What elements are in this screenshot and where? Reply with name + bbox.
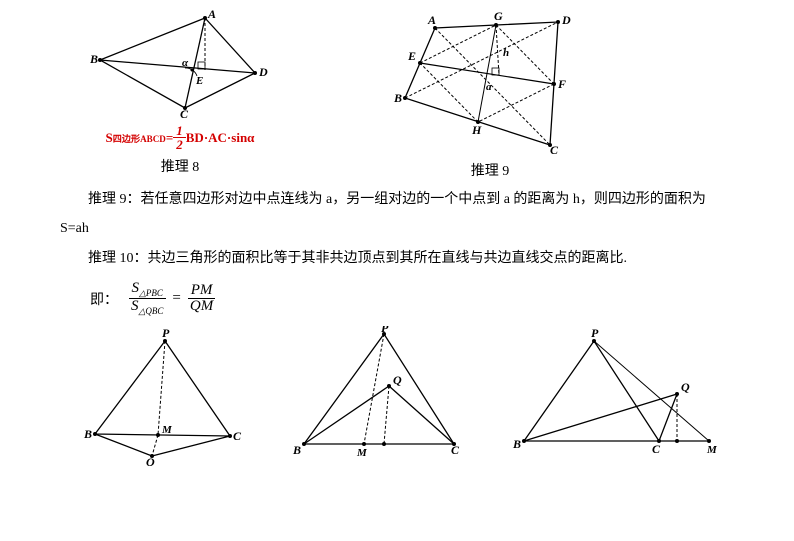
inference9-eq: S=ah <box>60 214 744 243</box>
fig10b: P B C Q M <box>289 326 469 461</box>
inference10-text: 推理 10：共边三角形的面积比等于其非共边顶点到其所在直线与共边直线交点的距离比… <box>60 244 744 273</box>
lbl-D: D <box>258 65 268 79</box>
svg-text:P: P <box>162 326 170 340</box>
svg-text:Q: Q <box>146 455 155 466</box>
svg-text:C: C <box>451 443 460 457</box>
svg-text:M: M <box>356 447 368 459</box>
svg-text:h: h <box>503 47 509 59</box>
inference10-eqn: 即： S△PBC S△QBC = PM QM <box>90 281 744 316</box>
svg-text:P: P <box>381 326 389 335</box>
svg-text:C: C <box>550 143 559 155</box>
svg-text:B: B <box>292 443 301 457</box>
svg-text:Q: Q <box>393 373 402 387</box>
lbl-C: C <box>180 107 189 120</box>
fig8-formula: S四边形ABCD = 12 BD·AC·sinα <box>106 124 255 151</box>
svg-text:P: P <box>591 326 599 340</box>
svg-text:D: D <box>561 13 571 27</box>
lbl-A: A <box>207 10 216 21</box>
fig8-diagram: A B C D E α <box>90 10 270 120</box>
fig9-diagram: A B C D E F G H a h <box>390 10 590 155</box>
fig8-caption: 推理 8 <box>161 156 200 176</box>
svg-text:M: M <box>161 424 173 436</box>
svg-text:G: G <box>494 10 503 23</box>
svg-text:A: A <box>427 13 436 27</box>
fig9-caption: 推理 9 <box>471 160 510 180</box>
svg-text:C: C <box>652 442 661 456</box>
fig10c: P B C Q M <box>509 326 724 456</box>
fig10a: P B C Q M <box>80 326 250 466</box>
svg-text:F: F <box>557 77 566 91</box>
lbl-E: E <box>195 75 203 87</box>
svg-text:M: M <box>706 444 718 456</box>
svg-text:B: B <box>512 437 521 451</box>
svg-text:B: B <box>393 91 402 105</box>
svg-text:C: C <box>233 429 242 443</box>
svg-text:a: a <box>486 81 492 93</box>
lbl-alpha: α <box>182 57 189 69</box>
svg-text:B: B <box>83 427 92 441</box>
inference9-text: 推理 9：若任意四边形对边中点连线为 a，另一组对边的一个中点到 a 的距离为 … <box>60 185 744 214</box>
lbl-B: B <box>90 52 98 66</box>
svg-text:H: H <box>471 123 482 137</box>
svg-text:E: E <box>407 49 416 63</box>
svg-text:Q: Q <box>681 380 690 394</box>
